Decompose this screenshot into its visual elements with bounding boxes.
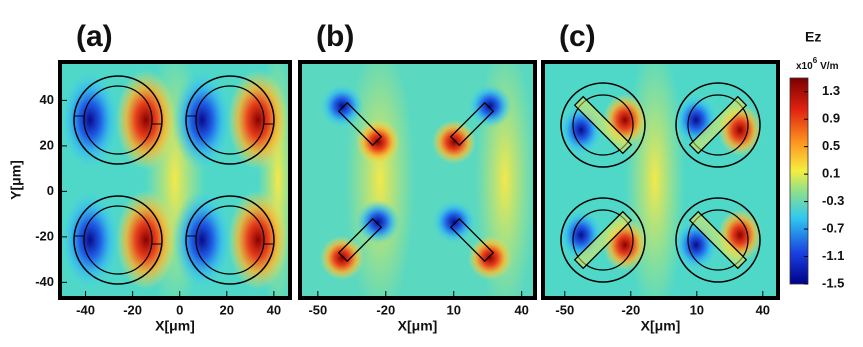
rod: [688, 210, 748, 270]
plot-frame: [58, 60, 292, 300]
heatmap: [302, 64, 533, 296]
field-blob: [62, 190, 120, 290]
ring: [83, 205, 153, 275]
x-tick-label: -20: [376, 302, 395, 317]
rod: [337, 101, 383, 147]
plot-frame: [298, 60, 537, 300]
field-blob: [356, 200, 400, 244]
field-blob: [320, 84, 364, 128]
field-blob: [432, 200, 476, 244]
colorbar-tick-label: 0.9: [822, 111, 840, 126]
x-axis-label: X[μm]: [155, 318, 195, 334]
x-axis-label: X[μm]: [398, 318, 438, 334]
field-blob: [468, 236, 512, 280]
ring: [195, 85, 265, 155]
rod: [449, 101, 495, 147]
ring: [83, 85, 153, 155]
ring: [687, 94, 749, 156]
field-blob: [345, 64, 415, 296]
colorbar-tick-label: -0.3: [822, 193, 844, 208]
colorbar: [789, 77, 809, 285]
field-blob: [116, 70, 176, 170]
rod: [449, 217, 495, 263]
x-tick-label: 10: [690, 302, 704, 317]
field-blob: [62, 70, 120, 170]
field-blob: [468, 84, 512, 128]
ring: [195, 205, 265, 275]
ring: [687, 209, 749, 271]
colorbar-tick-label: 0.5: [822, 138, 840, 153]
colorbar-unit: x106V/m: [796, 56, 839, 72]
field-blob: [116, 190, 176, 290]
x-tick-label: 40: [514, 302, 528, 317]
y-tick-label: -20: [35, 228, 54, 243]
rod: [573, 95, 633, 155]
plot-frame: [541, 60, 780, 300]
x-tick-label: 0: [176, 302, 183, 317]
field-blob: [356, 120, 400, 164]
heatmap: [62, 64, 288, 296]
ring: [185, 195, 275, 285]
ring: [73, 75, 163, 165]
ring: [675, 82, 761, 168]
colorbar-tick-label: -1.1: [822, 248, 844, 263]
colorbar-tick-label: 0.1: [822, 166, 840, 181]
unit-exponent: 6: [813, 56, 818, 65]
field-blob: [432, 120, 476, 164]
x-tick-label: -20: [123, 302, 142, 317]
field-blob: [228, 190, 288, 290]
panel-label: (a): [76, 20, 113, 53]
x-tick-label: -40: [76, 302, 95, 317]
panel-label: (b): [316, 20, 354, 53]
field-blob: [625, 64, 685, 296]
y-tick-label: -40: [35, 274, 54, 289]
field-blob: [228, 70, 288, 170]
ring: [572, 94, 634, 156]
panel-label: (c): [559, 20, 596, 53]
x-axis-label: X[μm]: [641, 318, 681, 334]
ring: [560, 197, 646, 283]
y-tick-label: 20: [40, 137, 54, 152]
field-blob: [172, 70, 232, 170]
field-blob: [172, 190, 232, 290]
y-axis-label: Y[μm]: [8, 160, 24, 200]
x-tick-label: 10: [447, 302, 461, 317]
colorbar-title: Ez: [805, 29, 821, 45]
x-tick-label: 20: [220, 302, 234, 317]
ring: [572, 209, 634, 271]
unit-scale: x10: [796, 61, 813, 72]
rod: [573, 210, 633, 270]
colorbar-tick-label: -0.7: [822, 221, 844, 236]
ring: [73, 195, 163, 285]
y-tick-label: 0: [47, 183, 54, 198]
colorbar-tick-label: -1.5: [822, 275, 844, 290]
field-blob: [320, 236, 364, 280]
heatmap: [545, 64, 776, 296]
x-tick-label: 40: [267, 302, 281, 317]
ring: [185, 75, 275, 165]
unit: V/m: [820, 61, 838, 72]
rod: [337, 217, 383, 263]
y-tick-label: 40: [40, 92, 54, 107]
colorbar-tick-label: 1.3: [822, 83, 840, 98]
x-tick-label: -20: [621, 302, 640, 317]
rod: [688, 95, 748, 155]
ring: [675, 197, 761, 283]
x-tick-label: 40: [756, 302, 770, 317]
x-tick-label: -50: [555, 302, 574, 317]
ring: [560, 82, 646, 168]
x-tick-label: -50: [308, 302, 327, 317]
